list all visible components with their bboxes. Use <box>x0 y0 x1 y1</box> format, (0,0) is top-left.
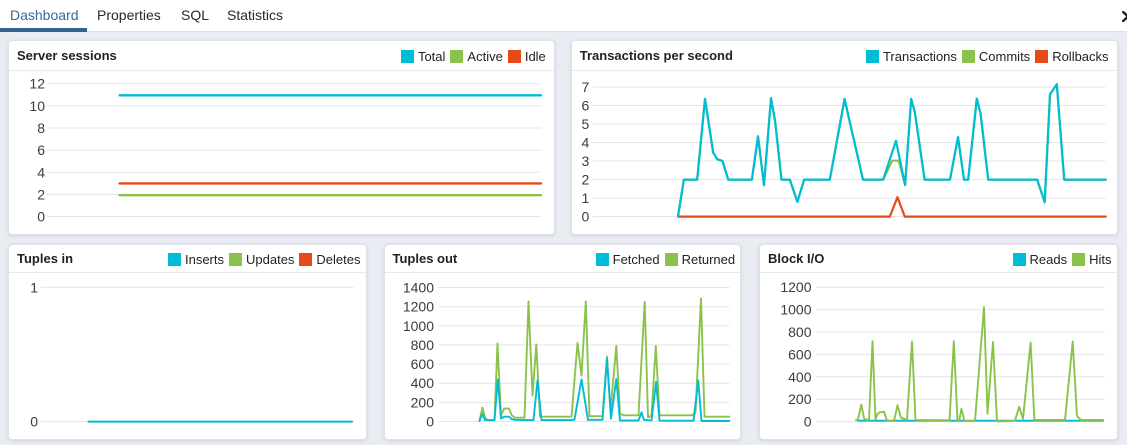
svg-text:7: 7 <box>581 79 589 95</box>
svg-text:0: 0 <box>581 209 589 225</box>
svg-text:2: 2 <box>581 172 589 188</box>
svg-text:1200: 1200 <box>780 279 811 295</box>
svg-text:6: 6 <box>581 98 589 114</box>
svg-text:0: 0 <box>30 414 38 430</box>
svg-text:0: 0 <box>426 414 434 430</box>
svg-text:400: 400 <box>410 375 434 391</box>
svg-text:1: 1 <box>30 279 38 295</box>
svg-text:1000: 1000 <box>780 302 811 318</box>
svg-text:1: 1 <box>581 190 589 206</box>
svg-text:10: 10 <box>29 98 45 114</box>
svg-text:1200: 1200 <box>402 299 433 315</box>
svg-text:600: 600 <box>788 346 812 362</box>
svg-text:3: 3 <box>581 153 589 169</box>
svg-text:600: 600 <box>410 356 434 372</box>
svg-text:2: 2 <box>37 186 45 202</box>
svg-text:1400: 1400 <box>402 280 433 296</box>
svg-text:12: 12 <box>29 76 45 92</box>
svg-text:1000: 1000 <box>402 318 433 334</box>
svg-text:6: 6 <box>37 142 45 158</box>
svg-text:5: 5 <box>581 116 589 132</box>
svg-text:4: 4 <box>581 135 589 151</box>
svg-text:0: 0 <box>804 414 812 430</box>
svg-text:0: 0 <box>37 209 45 225</box>
svg-text:4: 4 <box>37 164 45 180</box>
svg-text:200: 200 <box>410 394 434 410</box>
svg-text:200: 200 <box>788 391 812 407</box>
svg-text:8: 8 <box>37 120 45 136</box>
svg-text:800: 800 <box>788 324 812 340</box>
svg-text:800: 800 <box>410 337 434 353</box>
svg-text:400: 400 <box>788 369 812 385</box>
